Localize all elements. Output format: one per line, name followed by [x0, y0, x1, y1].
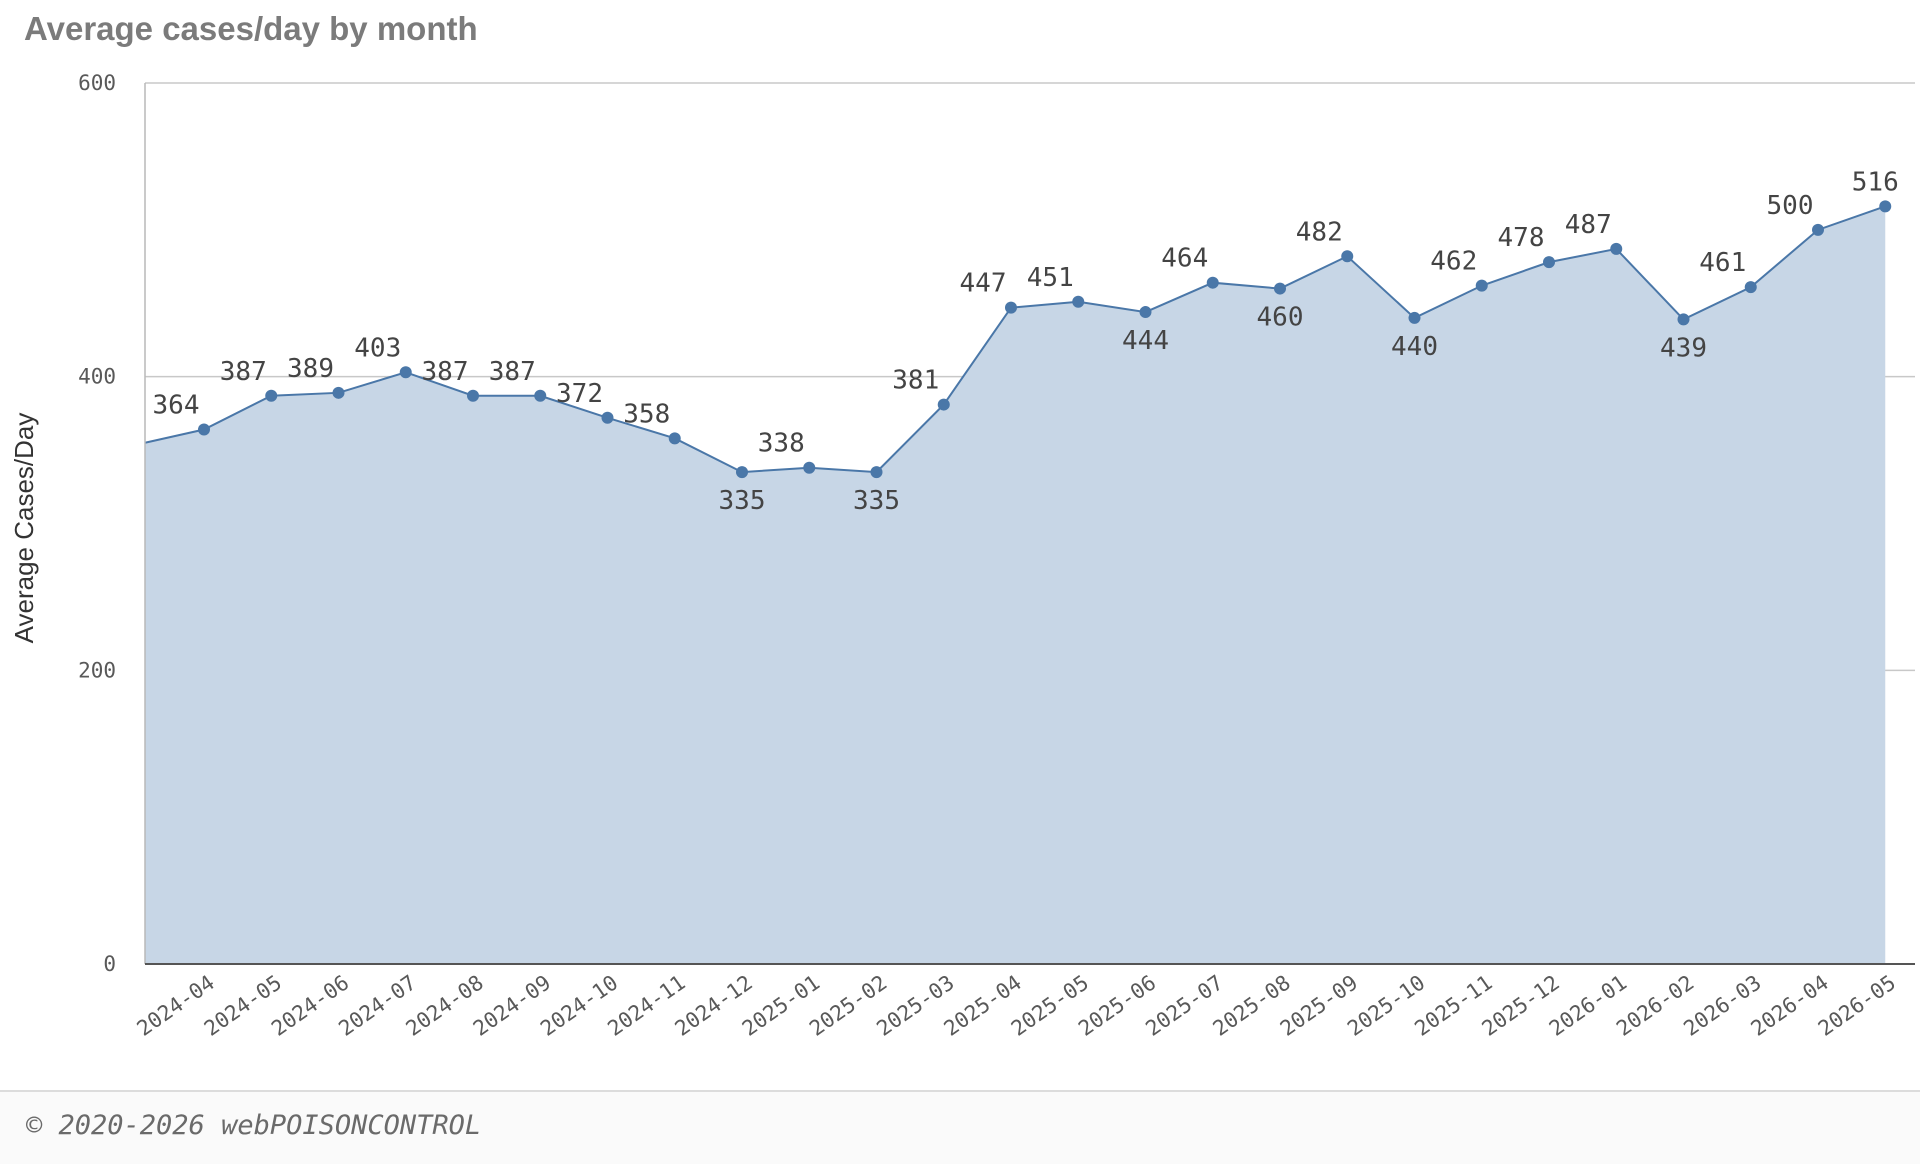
- data-point: [467, 389, 479, 402]
- y-axis-label: Average Cases/Day: [9, 413, 39, 644]
- data-point: [937, 398, 950, 411]
- data-label: 440: [1391, 332, 1438, 362]
- data-label: 487: [1565, 210, 1612, 240]
- data-labels: 364 387 389 403 387 387 372 358 335 338 335 381 447 4…: [153, 167, 1899, 516]
- data-label: 460: [1257, 303, 1304, 333]
- data-point: [1408, 311, 1421, 324]
- data-label: 387: [220, 357, 267, 387]
- data-point: [265, 389, 278, 402]
- data-point: [399, 366, 412, 379]
- data-label: 516: [1852, 167, 1899, 197]
- data-point: [534, 389, 547, 402]
- data-point: [736, 466, 748, 479]
- data-label: 482: [1296, 217, 1343, 247]
- chart-title: Average cases/day by month: [24, 10, 478, 47]
- data-point: [1543, 256, 1555, 269]
- data-label: 389: [287, 354, 334, 384]
- data-point: [803, 461, 816, 474]
- data-point: [668, 432, 681, 445]
- data-point: [1341, 250, 1354, 263]
- axes: [144, 83, 1915, 965]
- data-label: 372: [556, 379, 603, 409]
- data-point: [1072, 295, 1085, 308]
- x-tick-labels: 2024-042024-052024-062024-072024-082024-…: [133, 970, 1901, 1040]
- data-point: [601, 411, 614, 424]
- data-label: 403: [354, 333, 401, 363]
- x-tick-label: 2026-05: [1814, 970, 1900, 1040]
- data-point: [1139, 306, 1152, 319]
- data-label: 500: [1767, 191, 1814, 221]
- y-tick-label: 200: [78, 658, 116, 682]
- data-label: 447: [960, 269, 1007, 299]
- data-point: [1475, 279, 1488, 292]
- y-tick-label: 600: [78, 71, 116, 95]
- data-point: [1744, 281, 1757, 294]
- data-label: 462: [1430, 247, 1477, 277]
- data-label: 381: [892, 366, 939, 396]
- data-label: 464: [1161, 244, 1208, 274]
- data-label: 439: [1660, 333, 1707, 363]
- data-label: 461: [1699, 248, 1746, 278]
- data-point: [1610, 242, 1623, 255]
- data-point: [1005, 301, 1017, 314]
- data-point: [198, 423, 210, 436]
- data-label: 335: [853, 486, 900, 516]
- area-fill: [145, 206, 1886, 965]
- area-fill-group: [144, 205, 1886, 965]
- data-point: [1206, 276, 1219, 289]
- data-label: 387: [422, 357, 469, 387]
- y-tick-label: 400: [78, 365, 116, 389]
- y-tick-labels: 0 200 400 600: [78, 71, 116, 976]
- data-point: [1812, 223, 1824, 236]
- data-point: [1677, 313, 1690, 326]
- data-label: 335: [719, 486, 766, 516]
- data-point: [870, 466, 883, 479]
- data-point: [1879, 200, 1892, 213]
- data-points: [198, 200, 1892, 479]
- y-tick-label: 0: [103, 952, 116, 976]
- data-label: 387: [489, 357, 536, 387]
- data-label: 364: [153, 391, 200, 421]
- footer: © 2020-2026 webPOISONCONTROL: [0, 1090, 1920, 1164]
- data-label: 444: [1122, 326, 1169, 356]
- data-label: 358: [623, 399, 670, 429]
- area-chart: 364 387 389 403 387 387 372 358 335 338 335 381 447 4…: [9, 71, 1915, 1041]
- data-label: 451: [1027, 263, 1074, 293]
- data-point: [1274, 282, 1286, 295]
- copyright-text: © 2020-2026 webPOISONCONTROL: [26, 1110, 482, 1141]
- data-label: 478: [1498, 223, 1545, 253]
- data-point: [332, 386, 345, 399]
- data-label: 338: [758, 429, 805, 459]
